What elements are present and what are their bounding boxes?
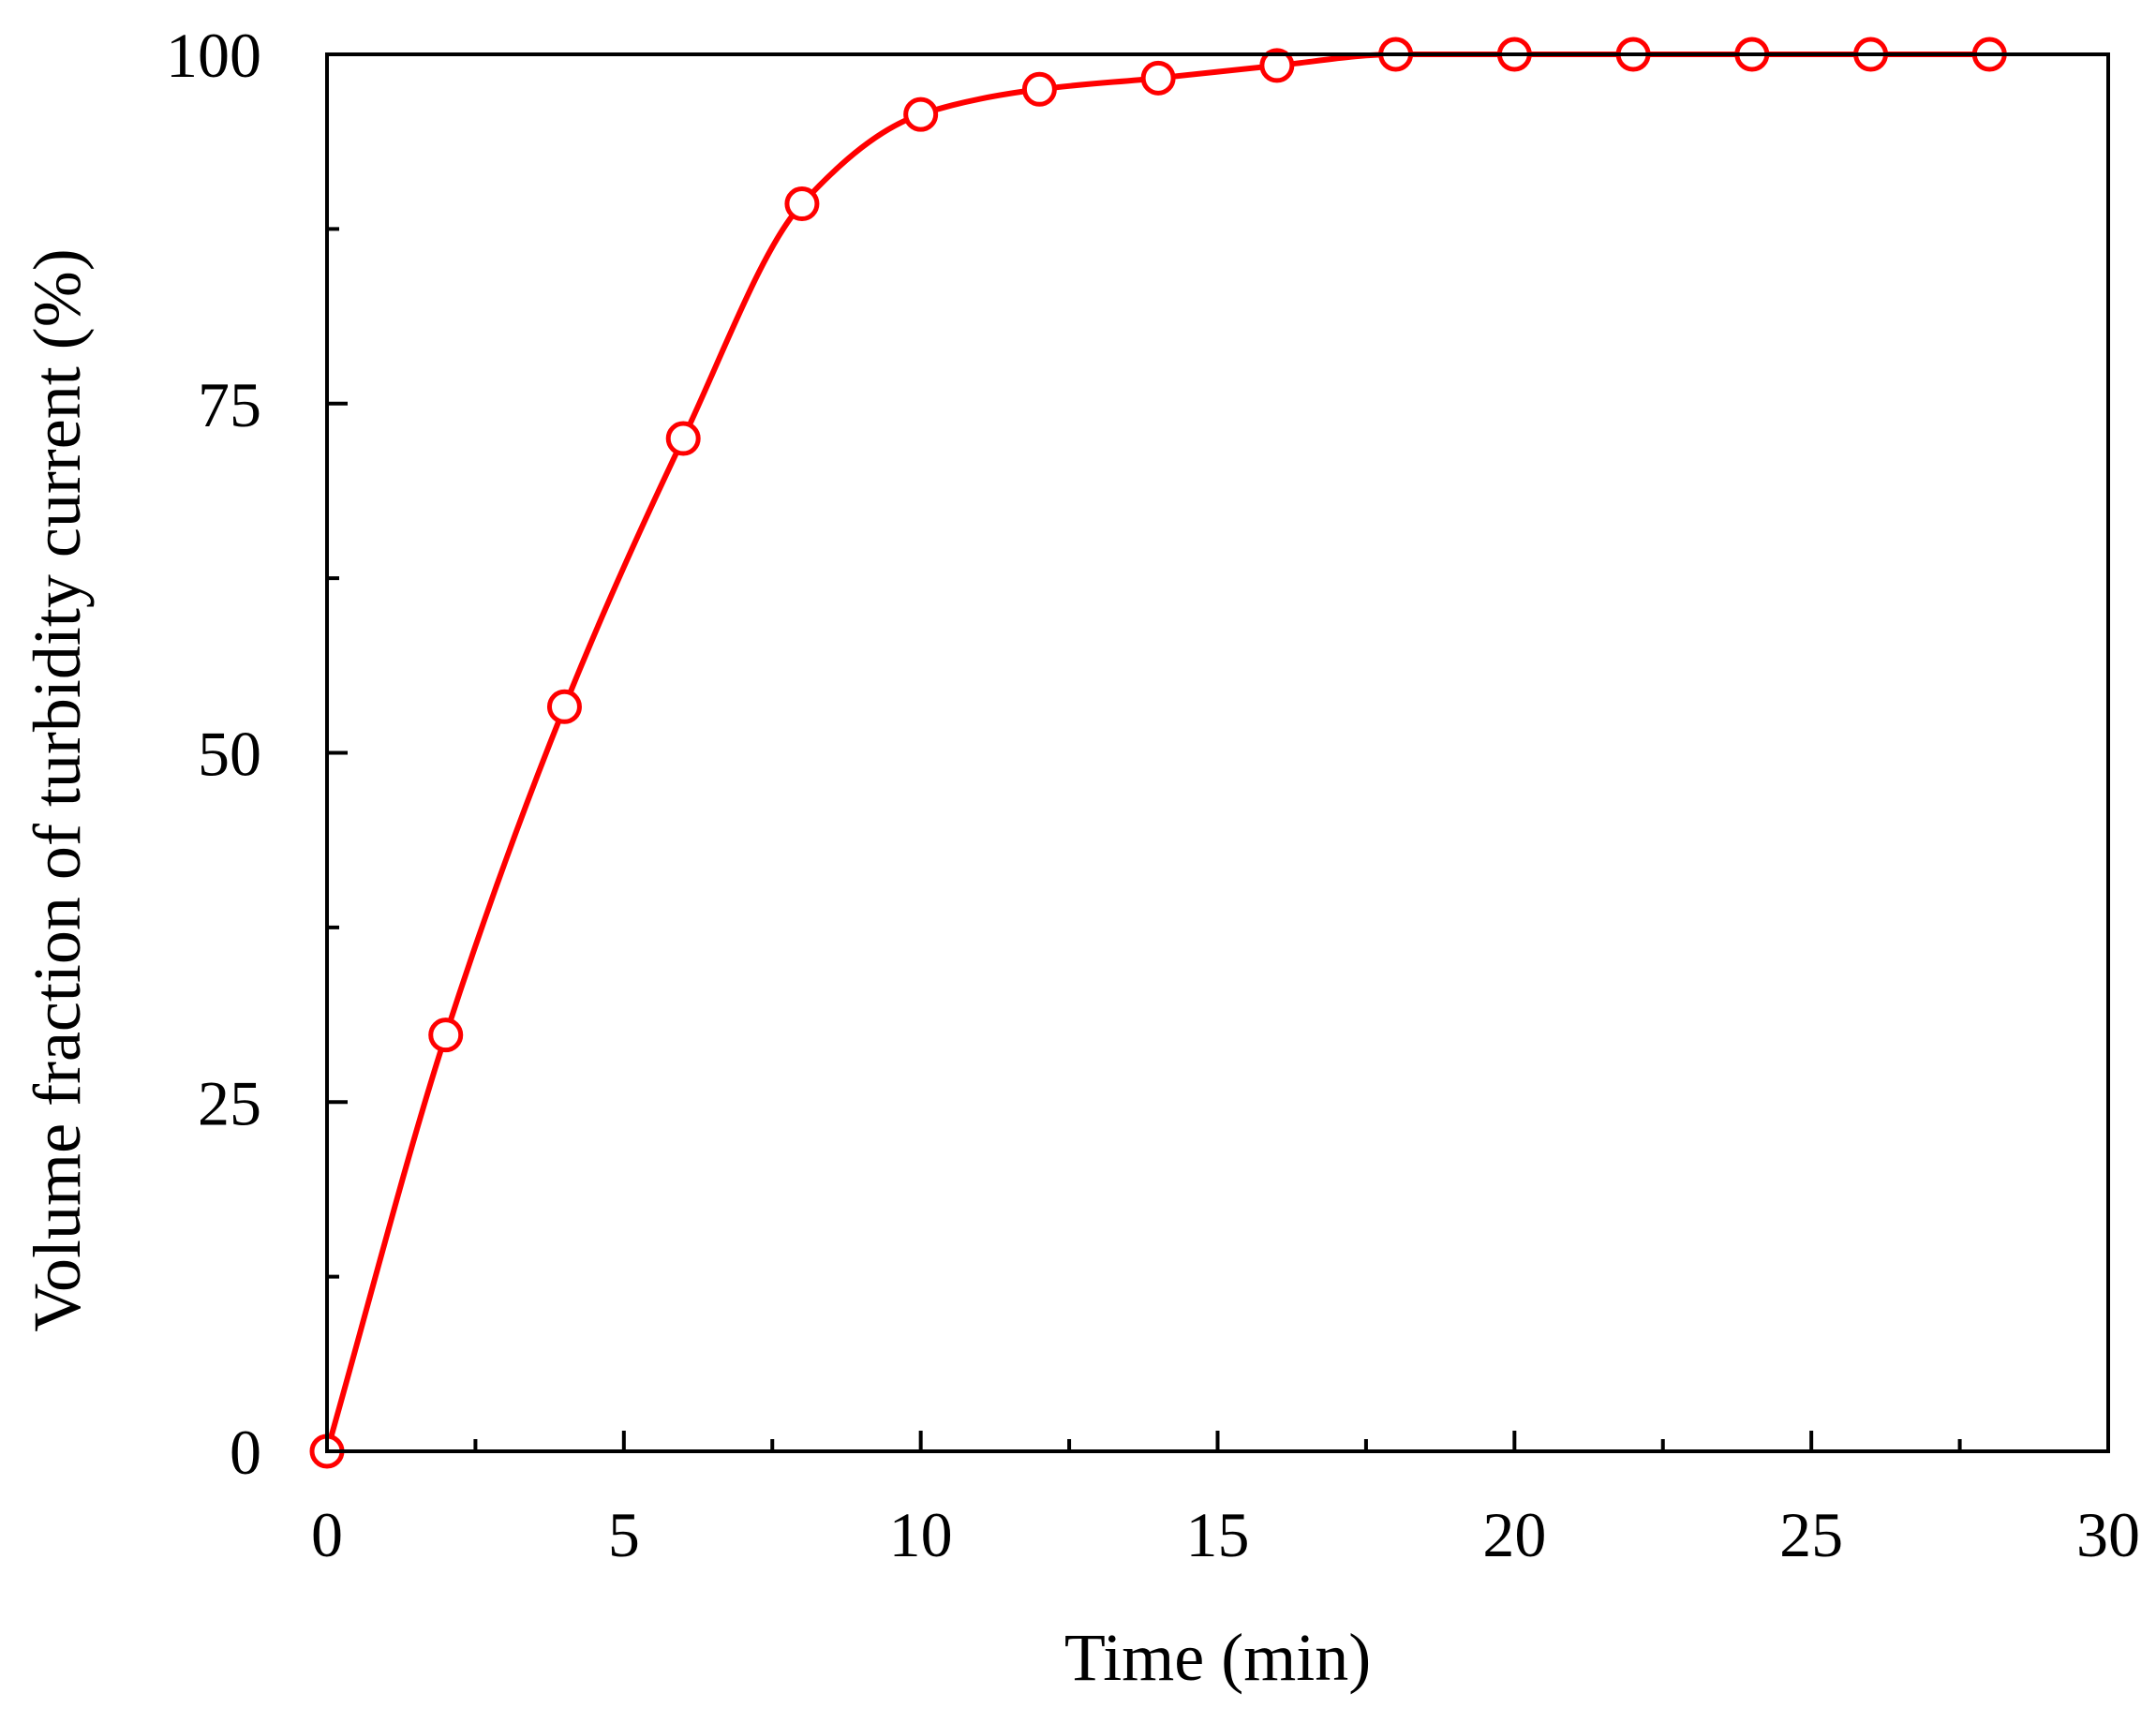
x-tick-label: 20 <box>1482 1499 1546 1570</box>
data-point <box>1021 71 1057 107</box>
minor-ticks <box>327 227 1962 1451</box>
x-tick-labels: 0 5 10 15 20 25 30 <box>311 1499 2140 1570</box>
y-axis-title: Volume fraction of turbidity current (%) <box>20 248 95 1331</box>
y-tick-label: 50 <box>198 719 261 790</box>
y-tick-label: 100 <box>166 20 261 91</box>
y-tick-label: 75 <box>198 369 261 440</box>
series-line <box>324 51 1993 1454</box>
x-tick-label: 25 <box>1779 1499 1843 1570</box>
data-point <box>1259 48 1295 83</box>
x-tick-label: 5 <box>608 1499 640 1570</box>
x-axis-title: Time (min) <box>1064 1620 1371 1695</box>
data-point <box>665 421 701 456</box>
data-markers <box>309 37 2007 1469</box>
y-tick-label: 25 <box>198 1067 261 1138</box>
x-tick-label: 0 <box>311 1499 343 1570</box>
plot-frame <box>325 52 2110 1453</box>
y-tick-labels: 0 25 50 75 100 <box>166 20 261 1488</box>
y-tick-label: 0 <box>230 1417 261 1488</box>
data-point <box>784 186 820 222</box>
data-point <box>546 689 582 724</box>
data-point <box>1140 60 1176 96</box>
x-tick-label: 15 <box>1186 1499 1250 1570</box>
major-ticks <box>327 401 1814 1451</box>
data-point <box>903 97 939 132</box>
data-point <box>428 1017 464 1053</box>
x-tick-label: 30 <box>2076 1499 2140 1570</box>
x-tick-label: 10 <box>889 1499 953 1570</box>
